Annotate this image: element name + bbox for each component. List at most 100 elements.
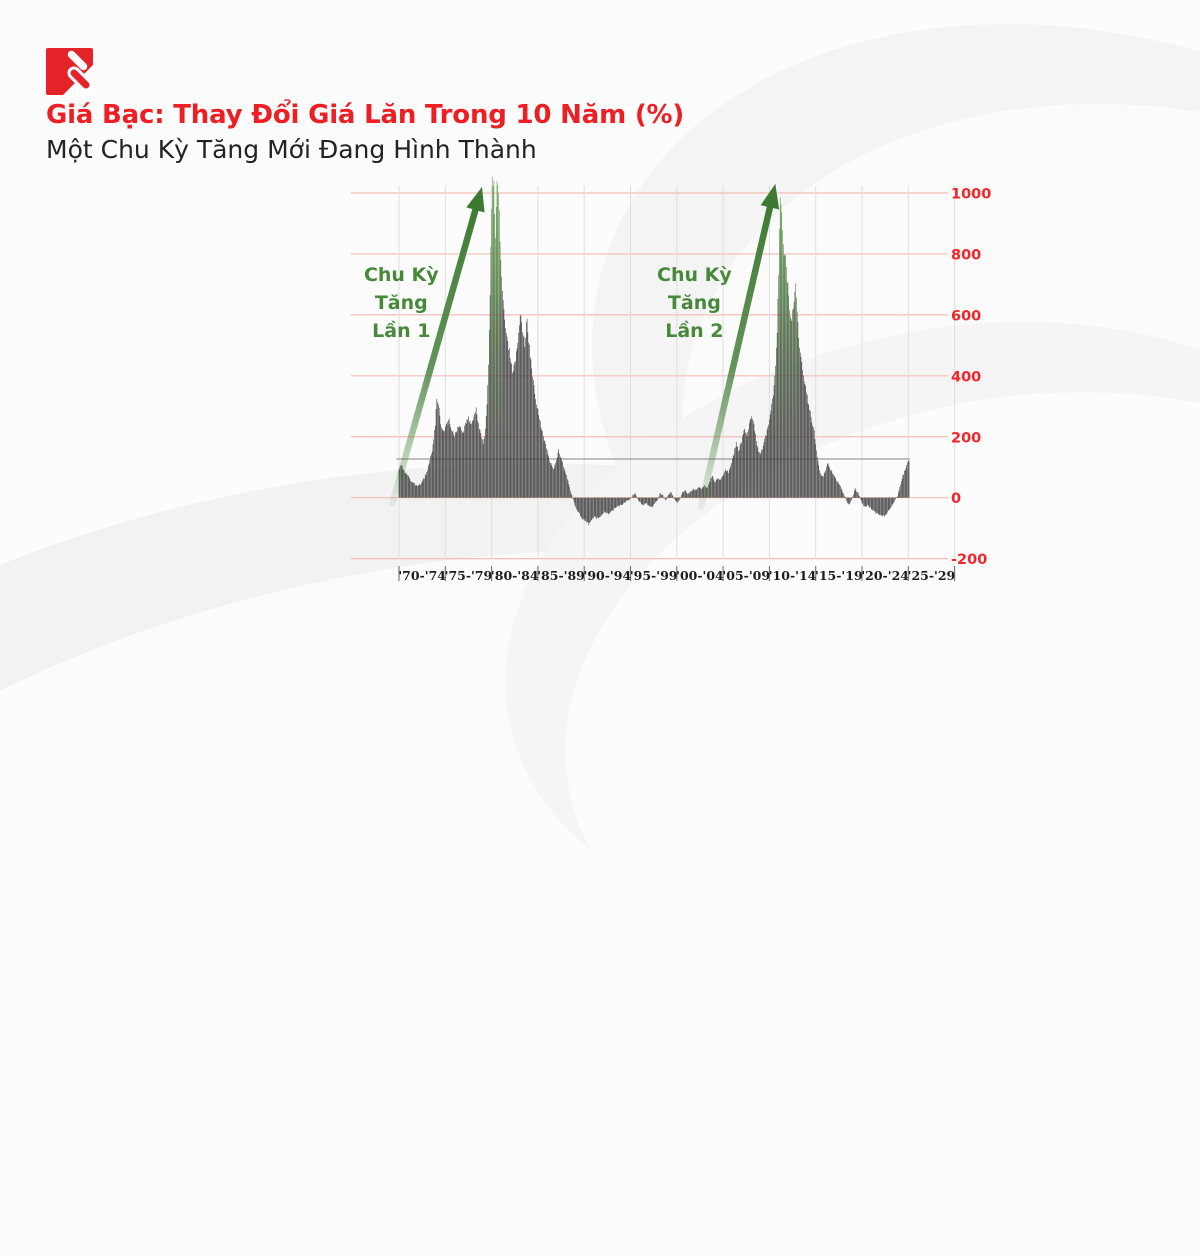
bar xyxy=(526,322,527,498)
bar xyxy=(557,452,559,498)
bar xyxy=(548,456,549,498)
bar xyxy=(742,434,744,498)
bar xyxy=(438,404,439,498)
bar-highlighted xyxy=(497,185,499,498)
bar xyxy=(415,484,417,498)
bar xyxy=(441,429,443,498)
bar xyxy=(846,497,847,502)
bar xyxy=(766,435,767,498)
bar xyxy=(748,429,749,498)
bar xyxy=(509,348,510,498)
bar xyxy=(733,454,735,498)
bar xyxy=(816,456,818,498)
bar xyxy=(745,432,746,498)
bar xyxy=(819,470,820,498)
bar xyxy=(678,497,680,501)
bar xyxy=(508,349,509,498)
bar xyxy=(849,497,850,505)
bar xyxy=(841,489,843,498)
bar xyxy=(539,419,540,498)
bar xyxy=(863,497,864,507)
bar xyxy=(671,492,672,498)
bar xyxy=(529,344,530,498)
bar-highlighted xyxy=(795,283,796,498)
bar xyxy=(458,427,459,498)
bar xyxy=(538,414,539,498)
bar xyxy=(716,479,718,498)
bar xyxy=(634,493,636,498)
bar xyxy=(600,497,602,516)
bar xyxy=(821,476,823,498)
bar xyxy=(870,497,871,508)
bar xyxy=(452,431,454,498)
bar xyxy=(519,325,520,498)
bar-highlighted xyxy=(783,244,784,498)
bar xyxy=(451,430,452,498)
bar xyxy=(850,497,851,503)
bar xyxy=(866,497,867,507)
bar xyxy=(739,449,740,498)
bar xyxy=(862,497,864,504)
bar xyxy=(463,431,465,498)
bar xyxy=(727,470,729,498)
bar xyxy=(845,497,847,499)
bar xyxy=(664,497,666,500)
bar xyxy=(541,429,543,498)
bar xyxy=(412,482,414,498)
bar xyxy=(652,497,654,507)
bar xyxy=(623,497,624,504)
bar xyxy=(893,497,894,504)
bar xyxy=(679,497,681,499)
bar xyxy=(411,482,413,498)
bar xyxy=(877,497,879,514)
bar xyxy=(872,497,874,511)
bar xyxy=(599,497,600,518)
bar xyxy=(562,461,563,498)
bar xyxy=(616,497,617,507)
bar-highlighted xyxy=(487,385,489,498)
bar xyxy=(843,495,845,498)
bar xyxy=(661,494,662,498)
bar xyxy=(458,425,460,498)
bar xyxy=(864,497,866,507)
bar xyxy=(578,497,580,513)
bar-highlighted xyxy=(488,364,489,498)
bar xyxy=(506,336,508,498)
bar xyxy=(576,497,578,511)
bar xyxy=(752,421,754,498)
bar xyxy=(655,497,657,502)
bar xyxy=(681,494,682,498)
bar xyxy=(570,493,572,498)
bar xyxy=(606,497,607,514)
bar xyxy=(409,478,411,498)
bar xyxy=(769,414,771,498)
bar xyxy=(598,497,600,518)
bar xyxy=(838,483,840,498)
bar xyxy=(715,480,717,498)
bar-highlighted xyxy=(493,180,495,498)
bar xyxy=(842,492,843,498)
bar xyxy=(897,492,899,498)
bar xyxy=(459,427,461,498)
y-tick-label: 0 xyxy=(951,491,961,507)
bar-highlighted xyxy=(777,298,779,498)
bar xyxy=(734,448,735,498)
bar xyxy=(484,436,485,498)
bar xyxy=(663,497,664,499)
bar xyxy=(752,418,753,498)
bar-highlighted xyxy=(492,186,494,498)
bar xyxy=(505,333,507,498)
bar xyxy=(728,469,730,498)
bar xyxy=(764,438,766,498)
bar xyxy=(466,419,468,498)
bar xyxy=(594,497,596,517)
bar xyxy=(638,497,640,502)
bar xyxy=(537,408,539,498)
bar xyxy=(456,431,458,498)
bar xyxy=(670,492,671,498)
bar xyxy=(662,495,664,498)
bar xyxy=(759,452,760,498)
bar xyxy=(624,497,625,503)
bar xyxy=(438,407,440,498)
bar xyxy=(429,460,431,498)
